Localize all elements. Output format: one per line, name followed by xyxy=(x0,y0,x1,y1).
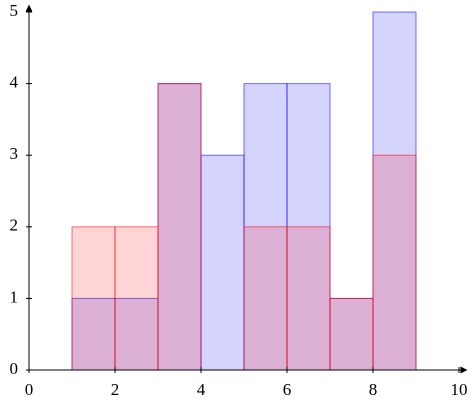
x-tick-label: 10 xyxy=(451,380,468,399)
x-tick-label: 4 xyxy=(197,380,206,399)
bars xyxy=(71,11,417,371)
histogram-bar xyxy=(243,226,288,371)
histogram-bar xyxy=(329,297,374,371)
x-tick-label: 2 xyxy=(111,380,120,399)
y-tick-label: 4 xyxy=(10,73,19,92)
y-tick-label: 0 xyxy=(10,359,19,378)
histogram-bar xyxy=(71,226,116,371)
y-tick-label: 1 xyxy=(10,287,19,306)
histogram-bar xyxy=(286,226,331,371)
y-tick-label: 3 xyxy=(10,144,19,163)
x-tick-label: 0 xyxy=(25,380,34,399)
histogram-bar xyxy=(200,154,245,371)
x-tick-label: 8 xyxy=(369,380,378,399)
histogram-bar xyxy=(71,297,116,371)
histogram-bar xyxy=(114,297,159,371)
y-tick-label: 5 xyxy=(10,1,19,20)
y-tick-label: 2 xyxy=(10,216,19,235)
histogram-bar xyxy=(114,226,159,371)
histogram-bar xyxy=(372,154,417,371)
histogram-bar xyxy=(157,83,202,371)
x-tick-label: 6 xyxy=(283,380,292,399)
